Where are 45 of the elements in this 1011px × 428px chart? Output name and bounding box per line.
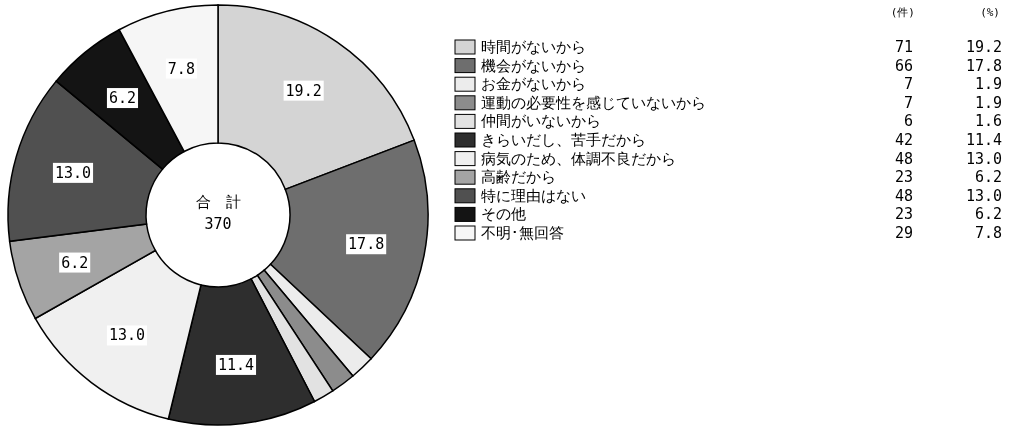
legend-label: 特に理由はない — [481, 186, 586, 205]
text: 71 — [894, 38, 913, 56]
legend-label: 仲間がいないから — [481, 112, 601, 131]
data-label: 7.8 — [167, 59, 195, 78]
text: 13.0 — [965, 149, 1002, 168]
text: 合 計 — [195, 193, 241, 211]
text: 17.8 — [965, 56, 1002, 75]
text: 6 — [903, 112, 913, 131]
text: 7 — [903, 75, 913, 94]
text: 42 — [894, 131, 913, 149]
text: 19.2 — [965, 38, 1002, 56]
text: 370 — [204, 215, 232, 233]
data-label: 19.2 — [285, 81, 322, 100]
data-label: 6.2 — [61, 253, 89, 272]
text: 48 — [894, 186, 913, 205]
legend-label: 時間がないから — [481, 38, 586, 56]
text: 23 — [894, 205, 913, 224]
data-label: 13.0 — [54, 163, 92, 182]
legend-label: 機会がないから — [481, 56, 586, 75]
text: 13.0 — [965, 186, 1002, 205]
data-label: 6.2 — [108, 89, 137, 108]
data-label: 1.9 — [974, 93, 1002, 112]
data-label: 1.9 — [974, 75, 1002, 94]
data-label: 1.6 — [974, 112, 1002, 131]
legend-label: 運動の必要性を感じていないから — [481, 93, 706, 112]
text: 7 — [903, 93, 913, 112]
text: 11.4 — [965, 131, 1002, 149]
text: 29 — [894, 224, 913, 242]
legend-label: その他 — [481, 205, 526, 224]
text: 6.2 — [974, 168, 1002, 187]
legend-label: お金がないから — [481, 75, 586, 94]
data-label: 17.8 — [348, 235, 385, 254]
text: 48 — [894, 149, 913, 168]
text: 7.8 — [974, 224, 1002, 242]
text: 6.2 — [974, 205, 1002, 224]
data-label: 11.4 — [217, 355, 255, 374]
legend-label: 高齢だから — [481, 168, 556, 187]
text: 66 — [894, 56, 913, 75]
legend-label: きらいだし、苦手だから — [481, 131, 646, 149]
text: (件) — [890, 6, 915, 19]
text: (%) — [980, 6, 1000, 19]
data-label: 13.0 — [108, 326, 146, 345]
legend-label: 病気のため、体調不良だから — [481, 149, 676, 168]
text: 23 — [894, 168, 913, 187]
legend-label: 不明･無回答 — [481, 224, 564, 242]
